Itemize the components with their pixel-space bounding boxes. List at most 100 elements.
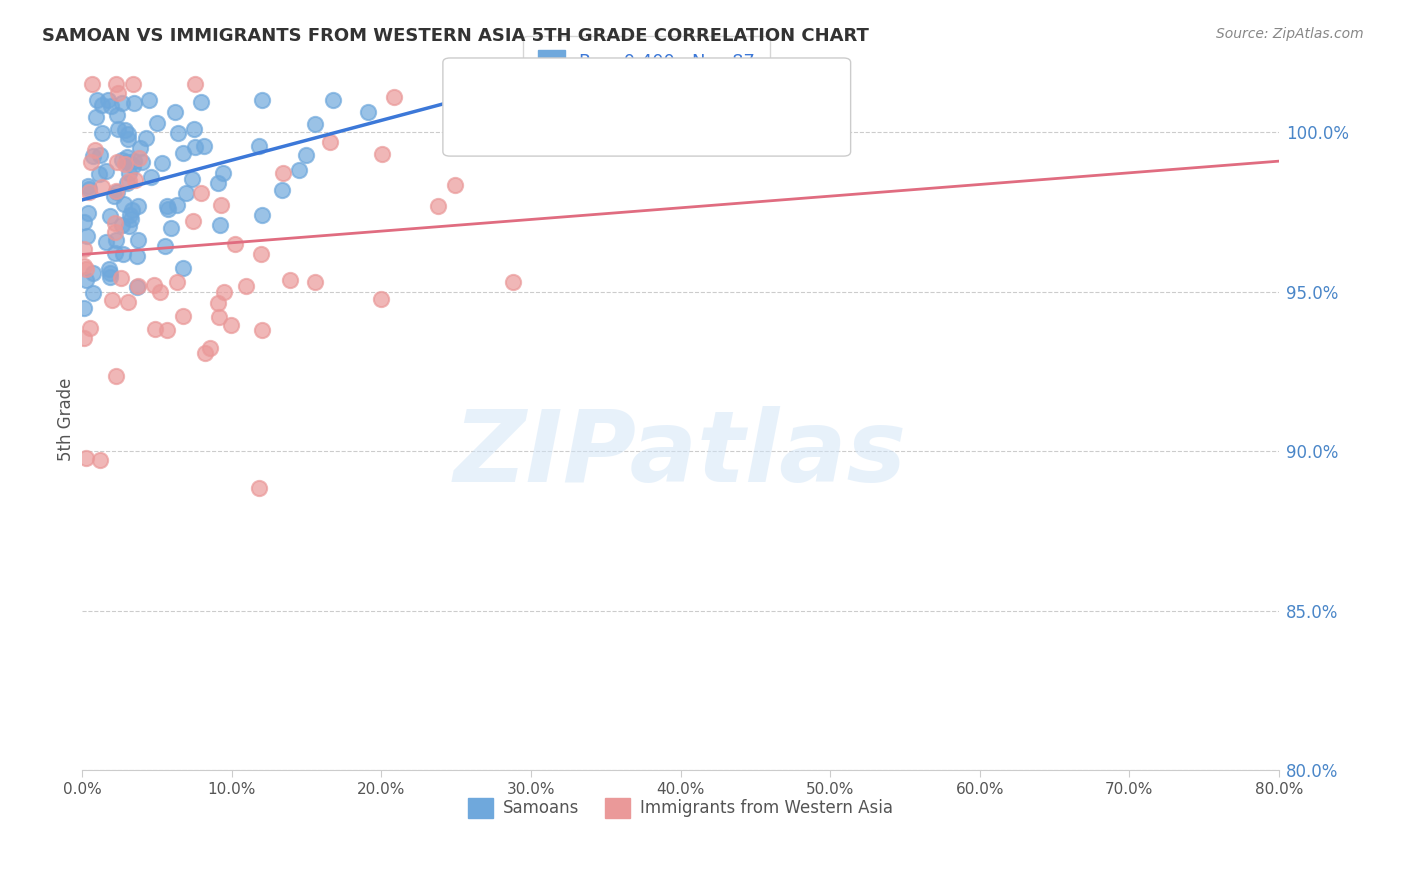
Point (117, 219, 139, 234)
Point (105, 108, 128, 122)
Point (127, 199, 149, 213)
Point (127, 279, 149, 293)
Point (183, 78, 205, 92)
Point (105, 186, 128, 200)
Point (131, 155, 153, 169)
Point (288, 162, 311, 177)
Point (96, 163, 118, 178)
Point (75, 273, 97, 287)
Point (117, 132, 139, 146)
Point (111, 95, 134, 110)
Point (111, 219, 134, 233)
Point (138, 94, 160, 108)
Point (75, 450, 97, 465)
Point (124, 173, 146, 187)
Point (112, 247, 135, 261)
Point (271, 166, 294, 180)
Point (98, 266, 121, 280)
Point (250, 323, 273, 337)
Point (90, 126, 112, 140)
Point (250, 94, 273, 108)
Point (111, 153, 134, 167)
Point (97, 261, 120, 276)
Point (163, 105, 186, 120)
Point (219, 318, 242, 332)
Point (319, 135, 342, 149)
Point (72, 243, 94, 257)
Point (117, 127, 139, 141)
Point (475, 112, 498, 127)
Point (82, 266, 104, 280)
Point (304, 275, 326, 289)
Point (304, 117, 326, 131)
Point (129, 141, 152, 155)
Point (107, 86, 129, 100)
Point (207, 296, 229, 310)
Point (156, 198, 179, 212)
Point (100, 99, 122, 113)
Point (209, 198, 232, 212)
Point (427, 199, 450, 213)
Point (194, 346, 217, 360)
Point (91, 98, 114, 112)
Point (371, 147, 394, 161)
Point (190, 186, 212, 201)
Point (77, 178, 100, 193)
Point (103, 188, 125, 202)
Point (295, 147, 318, 161)
Point (235, 279, 257, 293)
Legend: Samoans, Immigrants from Western Asia: Samoans, Immigrants from Western Asia (461, 791, 900, 825)
Point (79, 181, 101, 195)
Point (271, 183, 294, 197)
Point (115, 150, 138, 164)
Point (224, 237, 246, 252)
Point (128, 151, 150, 165)
Point (98, 209, 121, 223)
Point (82, 285, 104, 300)
Point (94, 235, 117, 250)
Point (322, 94, 344, 108)
Point (193, 139, 215, 153)
Point (96, 94, 118, 108)
Point (212, 166, 235, 180)
Point (146, 116, 169, 130)
Point (208, 219, 231, 233)
Point (73, 301, 96, 315)
Point (143, 277, 166, 292)
Point (184, 140, 207, 154)
Point (118, 173, 141, 187)
Point (107, 122, 129, 136)
Point (149, 285, 172, 300)
Point (207, 310, 229, 325)
Point (79, 320, 101, 334)
Point (370, 292, 392, 306)
Point (104, 368, 127, 383)
Point (118, 166, 141, 180)
Point (110, 271, 132, 285)
Point (443, 178, 465, 192)
Point (382, 90, 405, 104)
Point (76, 206, 98, 220)
Point (135, 131, 157, 145)
Point (250, 208, 273, 222)
Point (278, 273, 301, 287)
Point (104, 78, 127, 92)
Point (160, 220, 183, 235)
Point (72, 331, 94, 345)
Point (72, 215, 94, 229)
Point (153, 238, 176, 252)
Point (250, 246, 273, 260)
Point (156, 323, 179, 337)
Point (183, 121, 205, 136)
Point (98, 270, 121, 285)
Point (112, 197, 135, 211)
Point (121, 203, 143, 218)
Point (180, 171, 202, 186)
Point (82, 149, 104, 163)
Point (122, 153, 145, 168)
Point (89, 148, 111, 162)
Point (103, 225, 125, 239)
Point (117, 294, 139, 309)
Point (150, 155, 173, 169)
Point (157, 202, 180, 216)
